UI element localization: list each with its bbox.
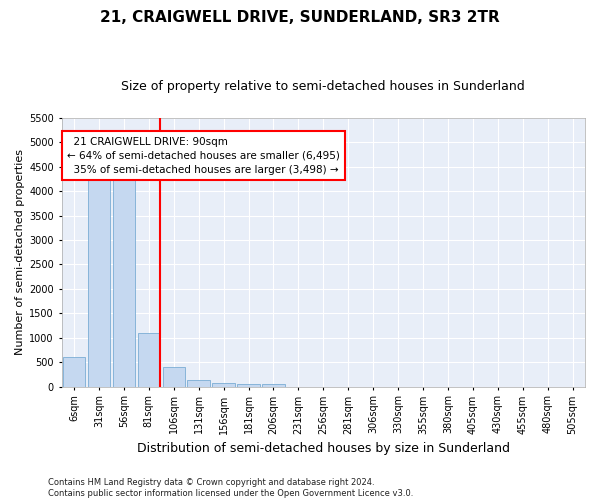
Bar	[113, 166, 135, 386]
Y-axis label: Number of semi-detached properties: Number of semi-detached properties	[15, 149, 25, 355]
Bar	[137, 333, 160, 386]
Bar	[212, 384, 235, 386]
Bar	[237, 384, 260, 386]
Bar	[262, 384, 284, 386]
Bar	[63, 358, 85, 386]
Bar	[163, 367, 185, 386]
X-axis label: Distribution of semi-detached houses by size in Sunderland: Distribution of semi-detached houses by …	[137, 442, 510, 455]
Bar	[88, 179, 110, 386]
Text: Contains HM Land Registry data © Crown copyright and database right 2024.
Contai: Contains HM Land Registry data © Crown c…	[48, 478, 413, 498]
Text: 21, CRAIGWELL DRIVE, SUNDERLAND, SR3 2TR: 21, CRAIGWELL DRIVE, SUNDERLAND, SR3 2TR	[100, 10, 500, 25]
Title: Size of property relative to semi-detached houses in Sunderland: Size of property relative to semi-detach…	[121, 80, 525, 93]
Bar	[187, 380, 210, 386]
Text: 21 CRAIGWELL DRIVE: 90sqm
← 64% of semi-detached houses are smaller (6,495)
  35: 21 CRAIGWELL DRIVE: 90sqm ← 64% of semi-…	[67, 136, 340, 174]
